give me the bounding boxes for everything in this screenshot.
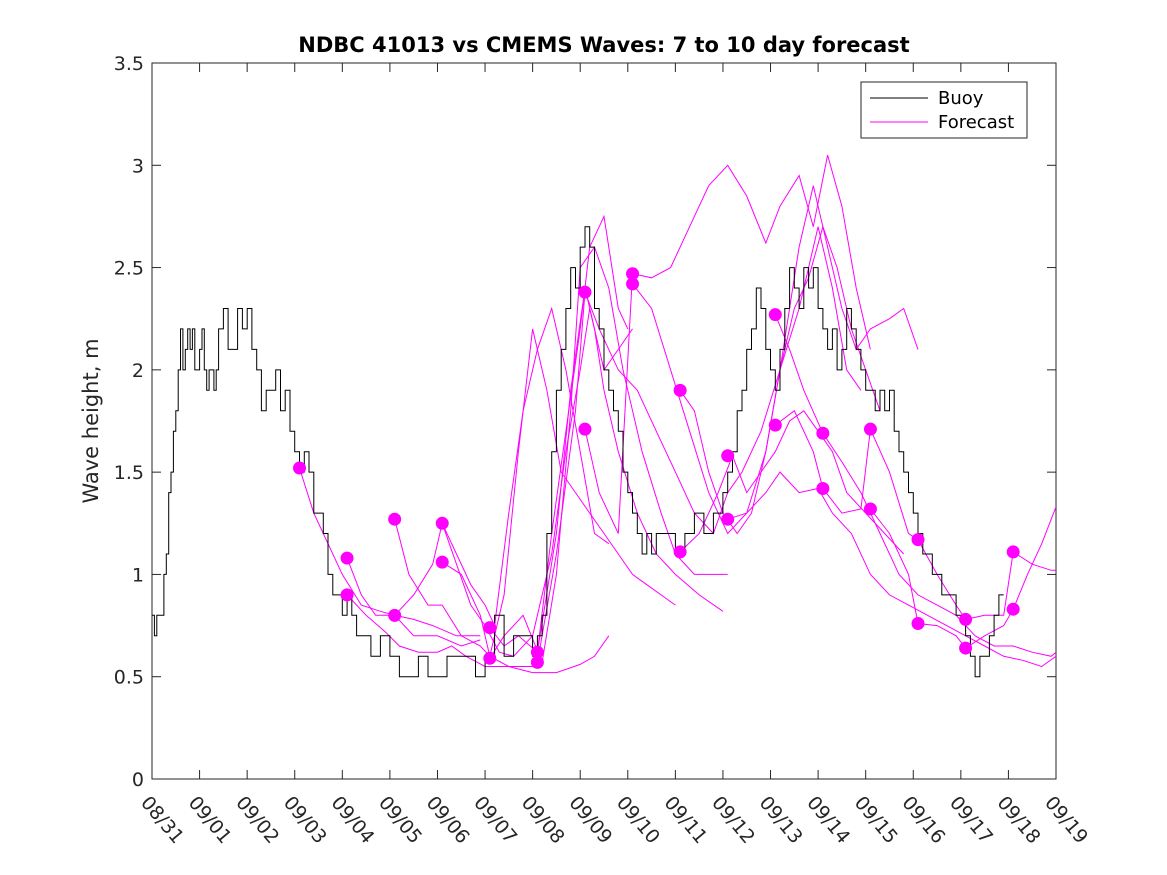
forecast-marker bbox=[1006, 545, 1020, 559]
y-tick-label: 3 bbox=[132, 155, 144, 177]
forecast-marker bbox=[721, 449, 735, 463]
plot-area bbox=[151, 62, 1057, 780]
forecast-line bbox=[584, 154, 871, 534]
y-tick-label: 3.5 bbox=[114, 53, 144, 75]
legend: Buoy Forecast bbox=[860, 81, 1028, 139]
forecast-line bbox=[346, 557, 481, 647]
y-axis-label: Wave height, m bbox=[79, 338, 103, 503]
forecast-marker bbox=[578, 285, 592, 299]
forecast-marker bbox=[911, 533, 925, 547]
axes-box bbox=[151, 62, 1057, 780]
forecast-marker bbox=[530, 655, 544, 669]
forecast-marker bbox=[435, 516, 449, 530]
forecast-marker bbox=[863, 502, 877, 516]
forecast-marker bbox=[388, 512, 402, 526]
y-tick-label: 1.5 bbox=[114, 462, 144, 484]
forecast-marker bbox=[340, 588, 354, 602]
forecast-line bbox=[727, 471, 1056, 668]
y-tick-label: 1 bbox=[132, 564, 144, 586]
series-group bbox=[152, 154, 1056, 678]
buoy-line bbox=[152, 226, 1004, 678]
y-tick-label: 2 bbox=[132, 360, 144, 382]
forecast-marker bbox=[292, 461, 306, 475]
forecast-marker bbox=[911, 617, 925, 631]
forecast-line bbox=[489, 287, 724, 654]
y-tick-label: 0 bbox=[132, 769, 144, 791]
forecast-marker bbox=[673, 545, 687, 559]
legend-forecast-label: Forecast bbox=[938, 112, 1014, 133]
forecast-marker bbox=[863, 422, 877, 436]
forecast-marker bbox=[673, 383, 687, 397]
forecast-line bbox=[679, 410, 905, 555]
series-layer bbox=[152, 154, 1056, 678]
forecast-marker bbox=[816, 482, 830, 496]
y-axis: 0 0.5 1 1.5 2 2.5 3 3.5 bbox=[114, 53, 1056, 791]
forecast-marker bbox=[1006, 602, 1020, 616]
forecast-marker bbox=[768, 308, 782, 322]
forecast-marker bbox=[578, 422, 592, 436]
y-tick-label: 2.5 bbox=[114, 258, 144, 280]
forecast-marker bbox=[340, 551, 354, 565]
forecast-line bbox=[774, 314, 1056, 657]
forecast-marker bbox=[768, 418, 782, 432]
forecast-line bbox=[441, 328, 676, 657]
forecast-marker bbox=[959, 641, 973, 655]
forecast-marker bbox=[721, 512, 735, 526]
forecast-marker bbox=[626, 267, 640, 281]
legend-buoy-label: Buoy bbox=[938, 88, 984, 109]
forecast-marker bbox=[816, 426, 830, 440]
forecast-marker bbox=[388, 608, 402, 622]
y-tick-label: 0.5 bbox=[114, 667, 144, 689]
legend-box bbox=[860, 81, 1028, 139]
forecast-marker bbox=[483, 621, 497, 635]
forecast-marker bbox=[626, 277, 640, 291]
chart-title: NDBC 41013 vs CMEMS Waves: 7 to 10 day f… bbox=[298, 33, 909, 57]
forecast-marker bbox=[530, 645, 544, 659]
forecast-line bbox=[346, 594, 533, 667]
forecast-marker bbox=[959, 612, 973, 626]
forecast-marker bbox=[483, 651, 497, 665]
forecast-marker bbox=[435, 555, 449, 569]
